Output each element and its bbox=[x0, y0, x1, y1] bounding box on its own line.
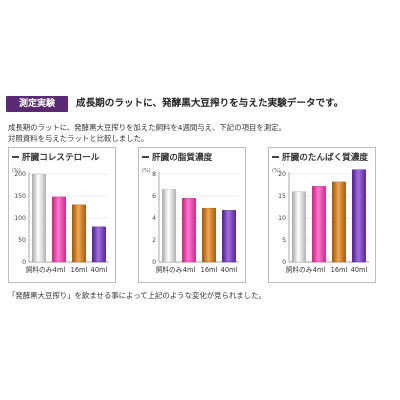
bar bbox=[352, 169, 366, 263]
y-tick-label: 0 bbox=[22, 259, 26, 266]
title-dash-icon bbox=[142, 155, 149, 158]
x-tick-label: 40ml bbox=[351, 266, 368, 274]
bar bbox=[92, 226, 106, 263]
bar bbox=[72, 204, 86, 263]
axis-unit-label: (%) bbox=[142, 168, 151, 174]
bar bbox=[162, 189, 176, 263]
chart-title-protein: 肝臓のたんぱく質濃度 bbox=[272, 153, 370, 164]
y-tick-label: 150 bbox=[14, 193, 26, 200]
x-tick-label: 16ml bbox=[71, 266, 88, 274]
y-tick-label: 100 bbox=[14, 215, 26, 222]
x-tick-label: 16ml bbox=[201, 266, 218, 274]
chart-protein: (%) 0 5 10 15 20 飼料のみ 4ml 16ml 40ml bbox=[272, 168, 369, 274]
title-dash-icon bbox=[12, 155, 19, 158]
x-tick-label: 4ml bbox=[183, 266, 196, 274]
y-tick-label: 0 bbox=[282, 259, 286, 266]
y-tick-label: 2 bbox=[152, 237, 156, 244]
chart-title-cholesterol: 肝臓コレステロール bbox=[12, 153, 102, 164]
header-row: 測定実験 成長期のラットに、発酵黒大豆搾りを与えた実験データです。 bbox=[6, 96, 394, 112]
y-tick-label: 5 bbox=[282, 237, 286, 244]
x-tick-label: 4ml bbox=[313, 266, 326, 274]
x-tick-label: 40ml bbox=[221, 266, 238, 274]
description-line-2: 対照資料を与えたラットと比較しました。 bbox=[8, 134, 149, 143]
chart-cholesterol: (%) 0 50 100 150 200 飼料のみ 4ml 16ml 40ml bbox=[12, 168, 109, 274]
x-tick-label: 16ml bbox=[331, 266, 348, 274]
axis-unit-label: (%) bbox=[272, 168, 281, 174]
experiment-badge: 測定実験 bbox=[6, 96, 68, 112]
chart-title-text: 肝臓のたんぱく質濃度 bbox=[282, 153, 368, 163]
x-tick-label: 飼料のみ bbox=[156, 265, 183, 274]
chart-panel-lipid: (%) 0 2 4 6 8 飼料のみ 4ml 16ml 40ml bbox=[138, 147, 246, 283]
x-tick-label: 40ml bbox=[91, 266, 108, 274]
y-tick-label: 15 bbox=[278, 193, 286, 200]
footer-note: 「発酵黒大豆搾り」を飲ませる事によって上記のような変化が見られました。 bbox=[8, 291, 266, 300]
y-tick-label: 50 bbox=[18, 237, 26, 244]
y-tick-label: 10 bbox=[278, 215, 286, 222]
bar bbox=[182, 198, 196, 263]
y-tick-label: 8 bbox=[152, 171, 156, 178]
headline: 成長期のラットに、発酵黒大豆搾りを与えた実験データです。 bbox=[76, 98, 344, 109]
x-tick-label: 4ml bbox=[53, 266, 66, 274]
y-tick-label: 6 bbox=[152, 193, 156, 200]
bar bbox=[32, 173, 46, 263]
bar bbox=[202, 207, 216, 263]
title-dash-icon bbox=[272, 155, 279, 158]
y-tick-label: 4 bbox=[152, 215, 156, 222]
chart-lipid: (%) 0 2 4 6 8 飼料のみ 4ml 16ml 40ml bbox=[142, 168, 239, 274]
chart-title-lipid: 肝臓の脂質濃度 bbox=[142, 153, 215, 164]
bar bbox=[332, 181, 346, 263]
axis-unit-label: (%) bbox=[12, 168, 21, 174]
chart-title-text: 肝臓の脂質濃度 bbox=[152, 153, 213, 163]
chart-panel-protein: (%) 0 5 10 15 20 飼料のみ 4ml 16ml 40ml bbox=[268, 147, 376, 283]
bar bbox=[292, 191, 306, 263]
x-tick-label: 飼料のみ bbox=[26, 265, 53, 274]
y-tick-label: 0 bbox=[152, 259, 156, 266]
bar bbox=[52, 196, 66, 263]
chart-title-text: 肝臓コレステロール bbox=[22, 153, 100, 163]
y-tick-label: 200 bbox=[14, 171, 26, 178]
bar bbox=[222, 210, 236, 263]
chart-panel-cholesterol: (%) 0 50 100 150 200 飼料のみ 4ml 16ml 40ml bbox=[8, 147, 116, 283]
bar bbox=[312, 186, 326, 263]
x-tick-label: 飼料のみ bbox=[286, 265, 313, 274]
y-tick-label: 20 bbox=[278, 171, 286, 178]
description-line-1: 成長期のラットに、発酵黒大豆搾りを加えた飼料を4週間与え、下記の項目を測定。 bbox=[8, 123, 286, 132]
